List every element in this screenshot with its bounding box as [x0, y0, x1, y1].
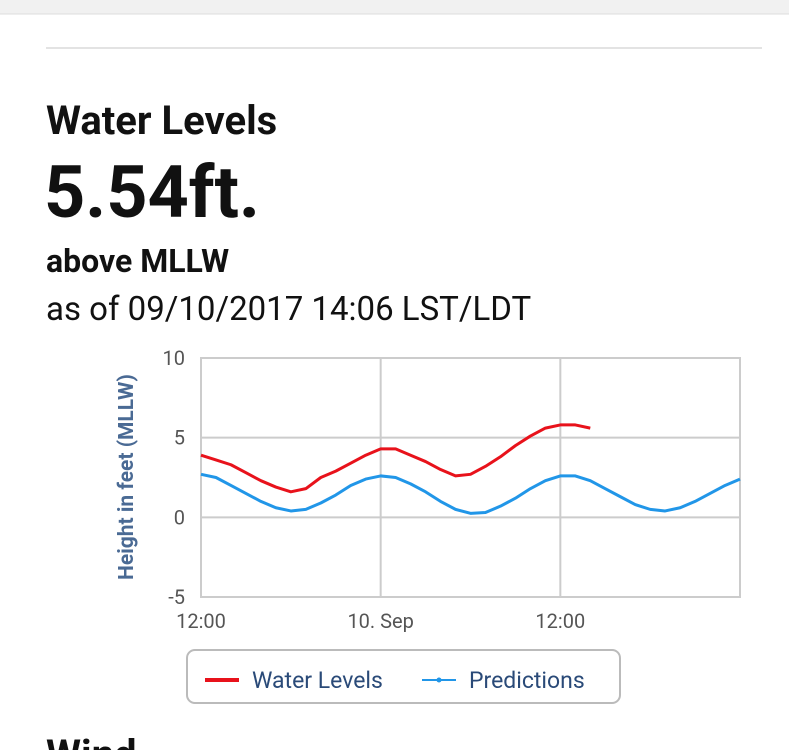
next-section-title: Wind [46, 731, 137, 750]
y-tick-label: 0 [174, 505, 185, 529]
section-title: Water Levels [46, 97, 277, 144]
x-tick-label: 12:00 [176, 609, 226, 633]
datum: above MLLW [46, 242, 229, 280]
series-line [200, 472, 741, 515]
series-line [200, 423, 591, 494]
plot-border [200, 357, 741, 598]
y-axis-label: Height in feet (MLLW) [115, 374, 139, 580]
y-tick-label: 5 [174, 426, 185, 450]
legend-items: Water Levels Predictions [205, 667, 585, 694]
x-tick-label: 12:00 [535, 609, 585, 633]
timestamp: as of 09/10/2017 14:06 LST/LDT [46, 290, 531, 329]
legend-marker [436, 677, 442, 683]
current-value: 5.54ft. [44, 150, 260, 235]
x-tick-label: 10. Sep [347, 609, 413, 633]
legend-label: Water Levels [252, 667, 383, 694]
legend-label: Predictions [469, 667, 585, 694]
y-tick-label: -5 [168, 585, 185, 609]
plot-area: -5 0 5 10 12:00 10. Sep 12:00 [163, 346, 741, 633]
legend [186, 649, 621, 704]
top-bar [0, 0, 789, 14]
y-tick-label: 10 [163, 346, 185, 370]
